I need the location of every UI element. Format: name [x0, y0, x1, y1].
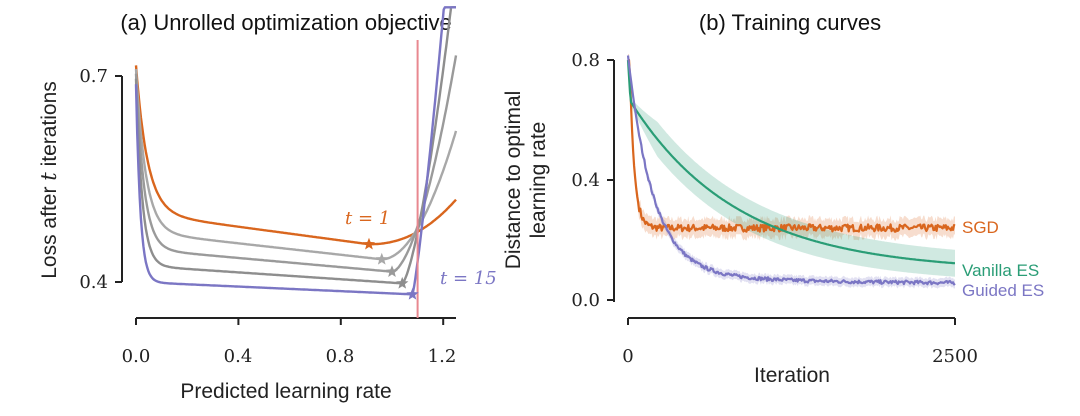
legend-guided-es: Guided ES	[962, 281, 1044, 300]
panel-b-xtick-0: 0	[622, 346, 633, 367]
panel-a-xtick-0.0: 0.0	[122, 346, 151, 367]
panel-a-curve-2	[134, 55, 458, 273]
panel-a-x-label: Predicted learning rate	[180, 380, 391, 403]
panel-a-minima-stars	[362, 237, 419, 300]
panel-a-xtick-0.4: 0.4	[224, 346, 253, 367]
panel-a-curve-4	[134, 6, 456, 296]
panel-a-xtick-1.2: 1.2	[428, 346, 457, 367]
panel-a-y-label: Loss after t iterations	[37, 81, 61, 279]
panel-a-curves	[134, 6, 458, 296]
label-t-15: t = 15	[440, 268, 497, 289]
panel-b-ytick-0.8: 0.8	[571, 50, 600, 71]
panel-a: (a) Unrolled optimization objective 0.7 …	[37, 6, 497, 403]
panel-b-curve-0	[627, 58, 956, 233]
legend-vanilla-es: Vanilla ES	[962, 261, 1039, 280]
panel-b-x-label: Iteration	[754, 364, 830, 387]
panel-a-min-star-4	[406, 287, 419, 300]
panel-a-min-star-1	[375, 252, 388, 265]
panel-b-curves	[626, 55, 956, 286]
panel-a-title: (a) Unrolled optimization objective	[120, 10, 451, 35]
panel-a-curve-1	[134, 69, 458, 261]
panel-b-curve-1	[626, 59, 956, 265]
panel-a-ytick-0.7: 0.7	[79, 66, 108, 87]
panel-b-xtick-2500: 2500	[932, 346, 978, 367]
panel-a-min-star-2	[385, 265, 399, 277]
panel-a-xtick-0.8: 0.8	[326, 346, 355, 367]
panel-b-band-0	[628, 54, 955, 241]
panel-b-ytick-0.4: 0.4	[571, 170, 600, 191]
panel-b: (b) Training curves 0.8 0.4 0.0 0 2500 I…	[502, 10, 1044, 387]
panel-b-y-label-line2: learning rate	[527, 122, 550, 239]
panel-a-curve-0	[134, 65, 457, 246]
panel-a-min-star-0	[362, 237, 376, 250]
panel-a-min-star-3	[396, 276, 409, 289]
panel-b-curve-2	[626, 55, 956, 286]
legend-sgd: SGD	[962, 218, 999, 237]
panel-b-bands	[628, 54, 955, 289]
panel-a-ytick-0.4: 0.4	[79, 272, 108, 293]
panel-b-title: (b) Training curves	[699, 10, 881, 35]
panel-b-ytick-0.0: 0.0	[571, 290, 600, 311]
panel-a-x-ticks	[135, 318, 445, 325]
label-t-1: t = 1	[345, 208, 390, 229]
panel-b-y-label-line1: Distance to optimal	[502, 91, 525, 270]
